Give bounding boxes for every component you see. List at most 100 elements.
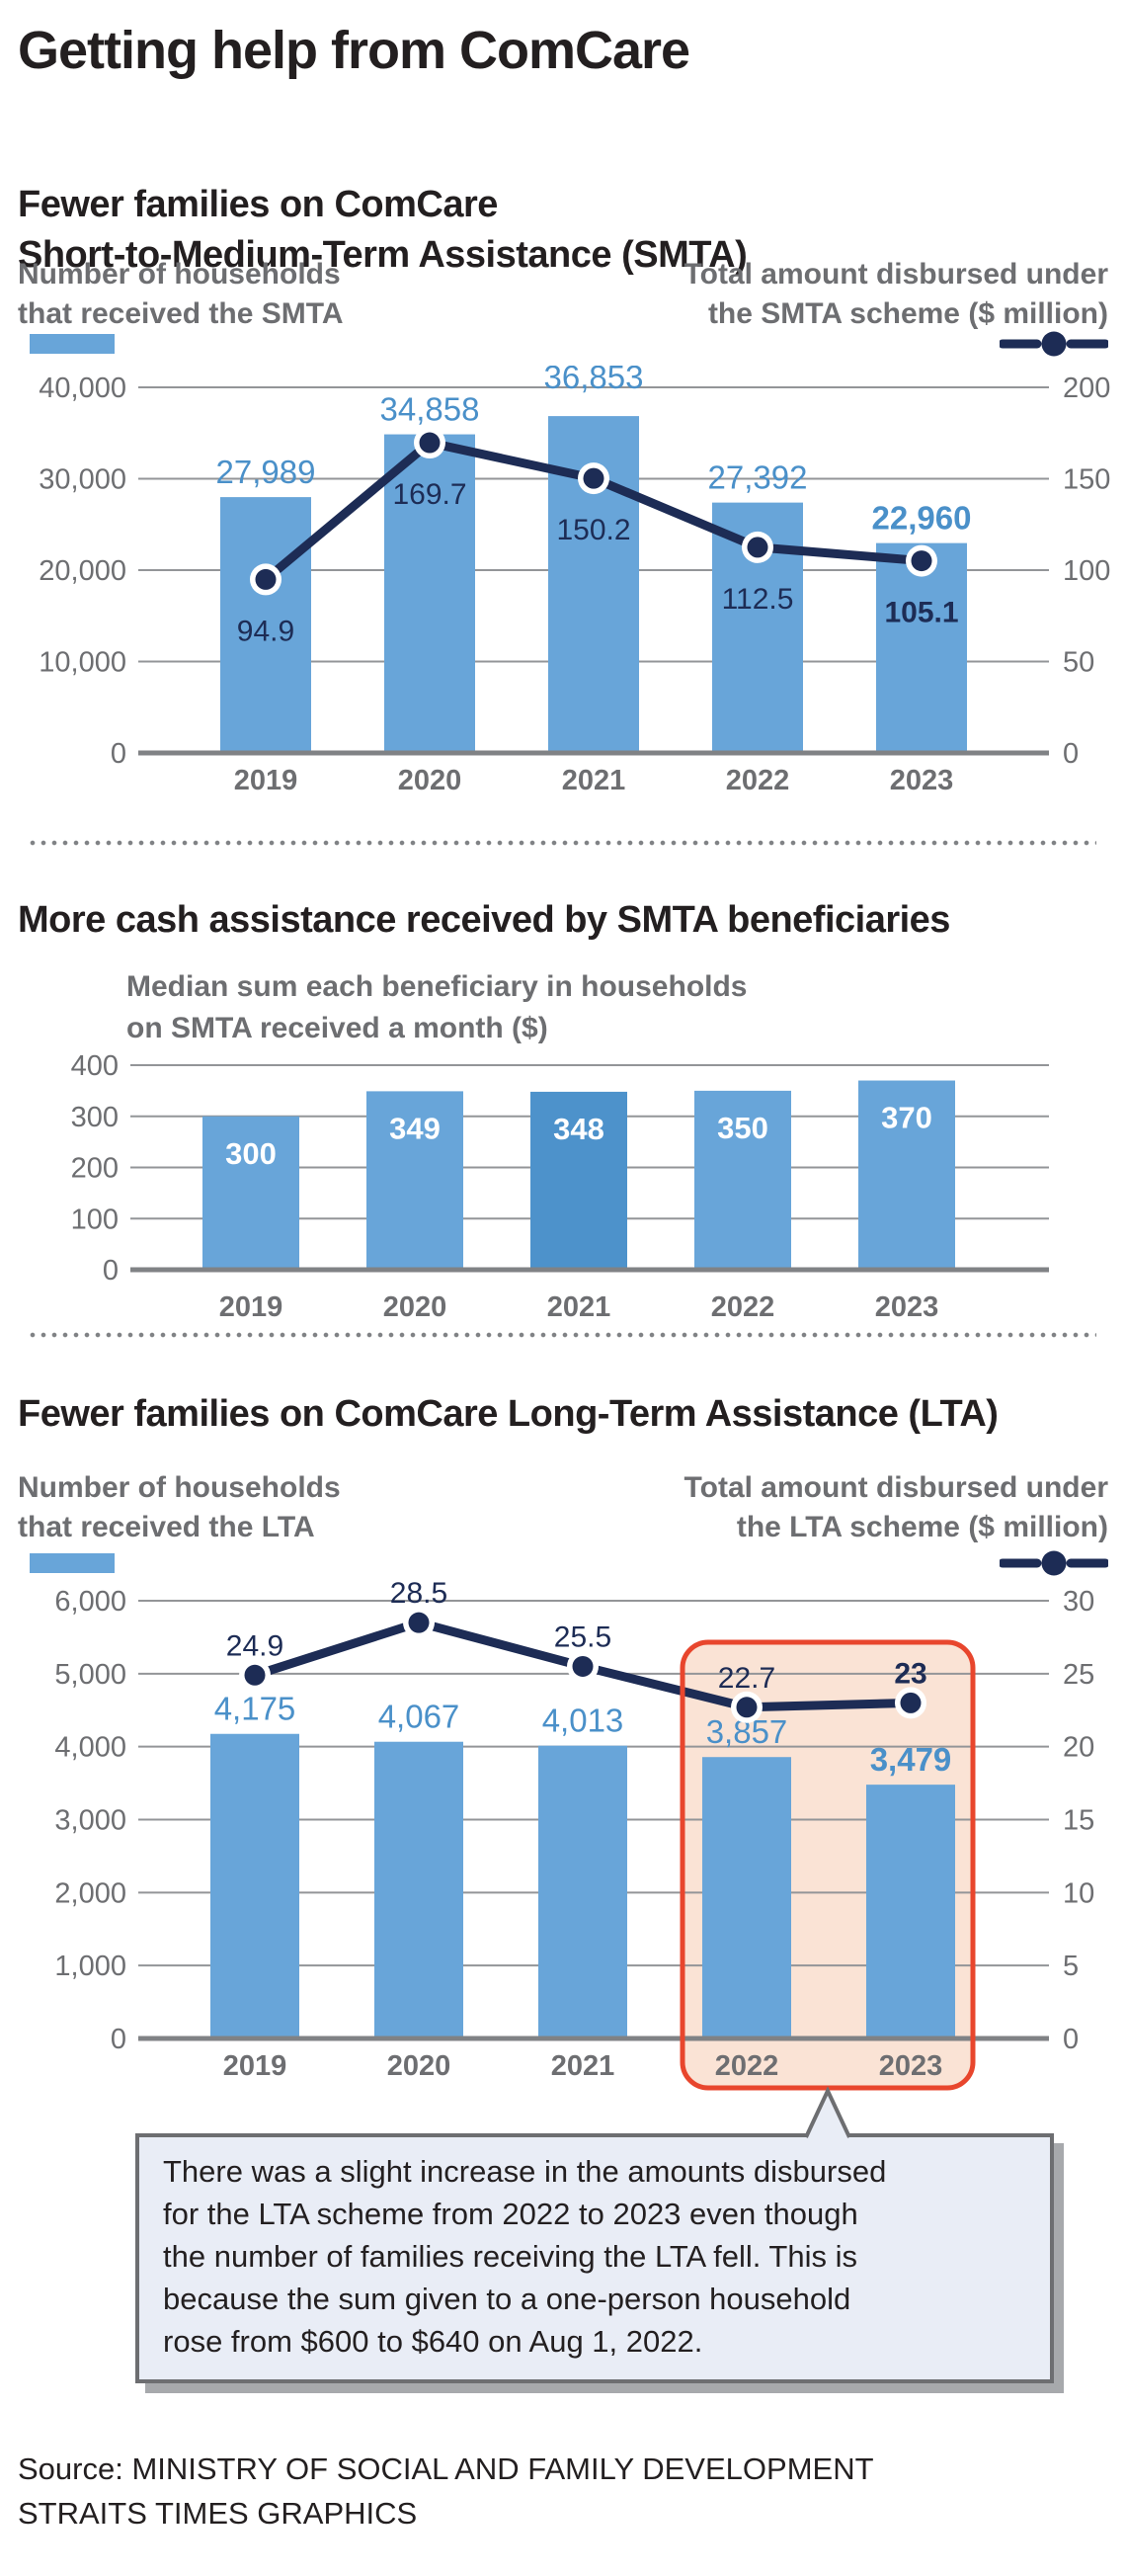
year-label: 2019: [234, 765, 298, 796]
left-axis-tick-label: 200: [71, 1153, 119, 1185]
bar-value-label: 22,960: [872, 500, 972, 537]
bar-value-label: 349: [389, 1111, 441, 1145]
smta-right-axis-label: Total amount disbursed under the SMTA sc…: [684, 255, 1108, 334]
year-label: 2023: [875, 1291, 939, 1323]
smta-right-axis-label-line2: the SMTA scheme ($ million): [707, 297, 1108, 330]
smta-section-heading: Fewer families on ComCare Short-to-Mediu…: [18, 180, 748, 281]
right-axis-tick-label: 10: [1063, 1877, 1094, 1909]
bar-2020: [374, 1741, 463, 2038]
line-point: [244, 1664, 266, 1686]
bar-2019: [210, 1733, 299, 2038]
bar-2019: [220, 497, 311, 753]
bar-2020: [384, 434, 475, 753]
line-point: [419, 432, 441, 454]
left-axis-tick-label: 5,000: [54, 1659, 126, 1691]
line-value-label: 23: [894, 1657, 926, 1690]
year-label: 2019: [219, 1291, 283, 1323]
year-label: 2020: [398, 765, 462, 796]
left-axis-tick-label: 40,000: [39, 373, 126, 404]
bar-2022: [702, 1757, 791, 2038]
right-axis-tick-label: 20: [1063, 1732, 1094, 1764]
right-axis-tick-label: 0: [1063, 2024, 1079, 2055]
smta-heading-line2: Short-to-Medium-Term Assistance (SMTA): [18, 234, 748, 276]
line-point: [572, 1655, 594, 1677]
bar-2022: [694, 1090, 791, 1270]
bar-value-label: 370: [881, 1101, 932, 1135]
year-label: 2020: [383, 1291, 447, 1323]
left-axis-tick-label: 1,000: [54, 1951, 126, 1982]
line-legend-icon: [1000, 1550, 1108, 1576]
bar-value-label: 348: [553, 1112, 604, 1146]
smta-right-axis-label-line1: Total amount disbursed under: [684, 258, 1108, 291]
source-line2: STRAITS TIMES GRAPHICS: [18, 2496, 418, 2531]
callout-pointer-fill: [806, 2091, 849, 2137]
lta-combo-chart: 6,000 30 5,000 25 4,000 20 3,000 15 2,000 10 1,000…: [54, 1579, 1094, 2138]
left-axis-tick-label: 6,000: [54, 1586, 126, 1618]
dotted-divider: [30, 1332, 1096, 1338]
smta-left-axis-label-line2: that received the SMTA: [18, 297, 344, 330]
source-line1: Source: MINISTRY OF SOCIAL AND FAMILY DE…: [18, 2451, 874, 2486]
year-label: 2022: [715, 2050, 779, 2082]
line-value-label: 22.7: [718, 1662, 775, 1695]
bar-value-label: 4,067: [378, 1699, 460, 1735]
median-chart-label: Median sum each beneficiary in household…: [126, 966, 748, 1049]
left-axis-tick-label: 0: [111, 2024, 126, 2055]
right-axis-tick-label: 5: [1063, 1951, 1079, 1982]
smta-heading-line1: Fewer families on ComCare: [18, 184, 498, 225]
lta-right-axis-label-line2: the LTA scheme ($ million): [736, 1511, 1108, 1543]
callout-text-line4: because the sum given to a one-person ho…: [163, 2282, 851, 2316]
left-axis-tick-label: 0: [103, 1255, 119, 1287]
right-axis-tick-label: 0: [1063, 738, 1079, 770]
left-axis-tick-label: 0: [111, 738, 126, 770]
right-axis-tick-label: 15: [1063, 1805, 1094, 1837]
bar-value-label: 27,989: [216, 454, 316, 490]
bar-2023: [858, 1080, 955, 1270]
lta-section-heading: Fewer families on ComCare Long-Term Assi…: [18, 1393, 999, 1435]
median-chart-label-line1: Median sum each beneficiary in household…: [126, 970, 748, 1003]
callout-box: There was a slight increase in the amoun…: [135, 2133, 1054, 2383]
year-label: 2019: [223, 2050, 287, 2082]
right-axis-tick-label: 50: [1063, 647, 1094, 679]
smta-left-axis-label-line1: Number of households: [18, 258, 341, 291]
bar-2023: [866, 1785, 955, 2038]
left-axis-tick-label: 4,000: [54, 1732, 126, 1764]
line-value-label: 150.2: [556, 514, 630, 546]
line-value-label: 94.9: [237, 615, 294, 647]
bar-2021: [530, 1091, 627, 1270]
dotted-divider: [30, 840, 1096, 846]
line-point: [747, 537, 768, 558]
lta-left-axis-label-line1: Number of households: [18, 1471, 341, 1504]
line-point: [255, 568, 277, 590]
median-section-heading: More cash assistance received by SMTA be…: [18, 899, 950, 941]
bar-legend-swatch: [30, 334, 115, 354]
left-axis-tick-label: 30,000: [39, 464, 126, 496]
callout-text-line2: for the LTA scheme from 2022 to 2023 eve…: [163, 2197, 858, 2231]
lta-right-axis-label-line1: Total amount disbursed under: [684, 1471, 1108, 1504]
left-axis-tick-label: 2,000: [54, 1877, 126, 1909]
line-value-label: 169.7: [392, 478, 466, 511]
lta-left-axis-label: Number of households that received the L…: [18, 1468, 341, 1547]
year-label: 2020: [387, 2050, 451, 2082]
bar-2020: [366, 1091, 463, 1270]
callout-text-line1: There was a slight increase in the amoun…: [163, 2154, 887, 2189]
callout-text-line5: rose from $600 to $640 on Aug 1, 2022.: [163, 2324, 703, 2359]
bar-value-label: 3,479: [870, 1741, 952, 1778]
line-legend-dot: [1041, 331, 1067, 357]
year-label: 2023: [890, 765, 954, 796]
callout-pointer-outline: [804, 2086, 851, 2138]
line-point: [736, 1697, 758, 1718]
line-legend-dot: [1041, 1550, 1067, 1576]
smta-left-axis-label: Number of households that received the S…: [18, 255, 344, 334]
smta-combo-chart: 40,000 200 30,000 150 20,000 100 10,000 50 0 0 27,…: [39, 366, 1110, 796]
right-axis-tick-label: 100: [1063, 555, 1110, 587]
page-title: Getting help from ComCare: [18, 21, 690, 80]
line-value-label: 112.5: [722, 583, 794, 616]
bar-value-label: 4,175: [214, 1691, 296, 1727]
line-value-label: 25.5: [554, 1620, 611, 1653]
right-axis-tick-label: 150: [1063, 464, 1110, 496]
right-axis-tick-label: 25: [1063, 1659, 1094, 1691]
year-label: 2022: [726, 765, 790, 796]
right-axis-tick-label: 30: [1063, 1586, 1094, 1618]
left-axis-tick-label: 300: [71, 1102, 119, 1133]
